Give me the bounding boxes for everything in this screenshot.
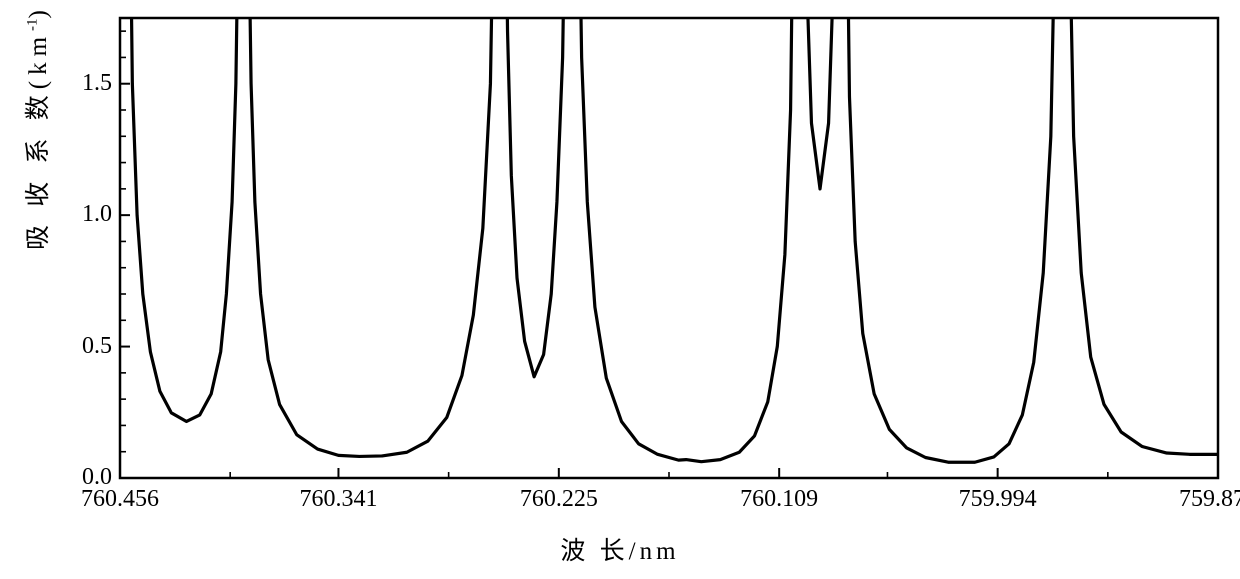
x-tick-label: 760.456 — [81, 486, 159, 513]
x-axis-label: 波 长/nm — [0, 531, 1240, 567]
y-axis-label-unit: (km-1) — [25, 4, 52, 89]
y-tick-label: 1.0 — [52, 201, 112, 228]
chart-svg — [0, 0, 1240, 579]
x-tick-label: 760.341 — [299, 486, 377, 513]
y-axis-label-main: 吸 收 系 数 — [25, 89, 52, 250]
x-tick-label: 759.878 — [1179, 486, 1240, 513]
x-tick-label: 759.994 — [959, 486, 1037, 513]
spectrum-chart: 吸 收 系 数(km-1) 波 长/nm 0.00.51.01.5760.456… — [0, 0, 1240, 579]
y-axis-label: 吸 收 系 数(km-1) — [18, 4, 54, 250]
y-tick-label: 1.5 — [52, 70, 112, 97]
y-tick-label: 0.5 — [52, 333, 112, 360]
x-tick-label: 760.109 — [740, 486, 818, 513]
x-tick-label: 760.225 — [520, 486, 598, 513]
